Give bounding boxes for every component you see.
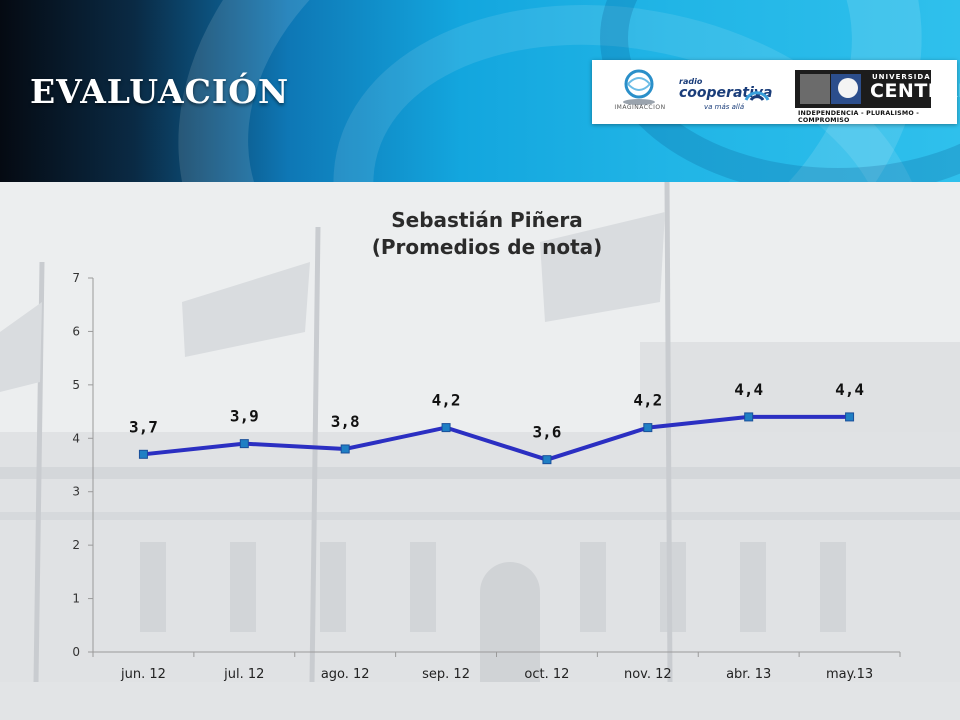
data-point-marker <box>138 449 148 459</box>
data-point-marker <box>239 439 249 449</box>
data-point-marker <box>441 423 451 433</box>
data-label: 3,6 <box>532 423 561 442</box>
data-point-marker <box>340 444 350 454</box>
chart-title-line-1: Sebastián Piñera <box>391 208 582 232</box>
y-tick-label: 6 <box>72 324 80 338</box>
page-title: EVALUACIÓN <box>30 72 290 111</box>
uc-motto-text: INDEPENDENCIA - PLURALISMO - COMPROMISO <box>798 110 920 124</box>
x-tick-label: ago. 12 <box>321 667 370 682</box>
x-tick-label: jul. 12 <box>223 667 264 682</box>
y-tick-label: 5 <box>72 378 80 392</box>
series-line <box>143 414 850 462</box>
line-chart: Sebastián Piñera (Promedios de nota) 0 1 2… <box>72 208 901 682</box>
x-tick-label: sep. 12 <box>422 667 470 682</box>
x-tick-label: jun. 12 <box>120 667 166 682</box>
x-tick-label: may.13 <box>826 667 873 682</box>
uc-logo-square <box>800 74 830 104</box>
cooperativa-radio-text: radio <box>679 77 703 86</box>
cooperativa-tagline: va más allá <box>704 103 745 111</box>
chart-title-line-2: (Promedios de nota) <box>372 235 603 259</box>
uc-logo-big-text: CENTRAL <box>870 80 960 102</box>
uc-logo-circle-icon <box>838 78 858 98</box>
uc-logo-small-text: UNIVERSIDAD <box>872 73 938 81</box>
data-label: 3,9 <box>230 407 259 426</box>
data-point-marker <box>744 412 754 422</box>
x-tick-label: oct. 12 <box>524 667 569 682</box>
y-tick-label: 3 <box>72 485 80 499</box>
data-label: 4,2 <box>633 391 662 410</box>
y-tick-label: 4 <box>72 431 80 445</box>
data-label: 4,4 <box>734 380 763 399</box>
imaginaccion-logo-icon <box>623 69 655 105</box>
y-tick-label: 2 <box>72 538 80 552</box>
y-tick-label: 1 <box>72 592 80 606</box>
data-point-marker <box>845 412 855 422</box>
cooperativa-wave-icon <box>744 91 770 101</box>
y-tick-label: 0 <box>72 645 80 659</box>
x-tick-label: nov. 12 <box>624 667 672 682</box>
x-tick-label: abr. 13 <box>726 667 771 682</box>
data-label: 3,8 <box>331 412 360 431</box>
data-label: 3,7 <box>129 417 158 436</box>
data-label: 4,2 <box>432 391 461 410</box>
data-label: 4,4 <box>835 380 864 399</box>
y-tick-label: 7 <box>72 271 80 285</box>
data-point-marker <box>643 423 653 433</box>
data-point-marker <box>542 455 552 465</box>
imaginaccion-logo-text: IMAGINACCION <box>614 104 666 111</box>
